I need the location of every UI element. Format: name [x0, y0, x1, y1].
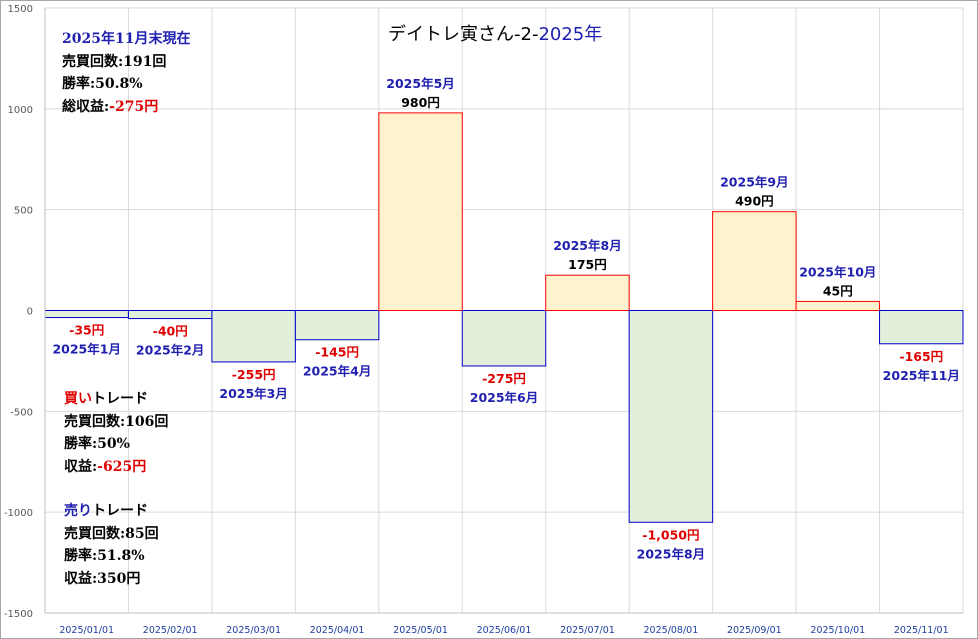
bar-month-label: 2025年5月: [386, 76, 455, 91]
buy-head: 買いトレード: [64, 391, 148, 407]
bar: [378, 112, 463, 311]
x-tick-label: 2025/10/01: [810, 625, 865, 636]
bar: [211, 310, 296, 363]
x-tick-label: 2025/02/01: [143, 625, 198, 636]
sell-trades: 売買回数:85回: [64, 525, 159, 542]
bar-month-label: 2025年6月: [470, 390, 539, 405]
x-tick-label: 2025/01/01: [59, 625, 114, 636]
bar: [545, 274, 630, 312]
bar-value-label: -35円: [69, 323, 104, 338]
chart-title-year: 2025年: [538, 24, 603, 45]
buy-trades: 売買回数:106回: [64, 413, 169, 430]
sell-box: 売りトレード 売買回数:85回 勝率:51.8% 収益:350円: [64, 500, 159, 590]
buy-profit: 収益:-625円: [64, 458, 147, 475]
bar-value-label: -165円: [899, 349, 943, 364]
bar-value-label: 45円: [823, 283, 853, 298]
bar: [461, 310, 547, 367]
bar-month-label: 2025年10月: [799, 264, 876, 279]
bars: [44, 112, 964, 523]
x-tick-label: 2025/07/01: [560, 625, 615, 636]
x-axis: 2025/01/01 2025/02/01 2025/03/01 2025/04/01…: [45, 612, 963, 636]
buy-box: 買いトレード 売買回数:106回 勝率:50% 収益:-625円: [64, 388, 168, 478]
x-tick-label: 2025/06/01: [477, 625, 532, 636]
buy-winrate: 勝率:50%: [64, 436, 130, 452]
summary-box: 2025年11月末現在 売買回数:191回 勝率:50.8% 総収益:-275円: [62, 28, 190, 118]
x-tick-label: 2025/11/01: [894, 625, 949, 636]
y-tick-label: 1000: [8, 105, 33, 116]
x-tick-label: 2025/03/01: [226, 625, 281, 636]
y-axis: 1500 1000 500 0 -500 -1000 -1500: [4, 4, 46, 620]
x-tick-label: 2025/04/01: [310, 625, 365, 636]
x-tick-label: 2025/05/01: [393, 625, 448, 636]
chart-title: デイトレ寅さん-2-2025年: [388, 20, 602, 46]
bar: [294, 310, 380, 341]
bar-value-label: 980円: [401, 95, 440, 110]
bar: [628, 310, 714, 523]
bar-month-label: 2025年1月: [52, 342, 121, 357]
y-tick-label: 1500: [8, 4, 33, 15]
bar-value-label: 490円: [735, 194, 774, 209]
bar-value-label: 175円: [568, 257, 607, 272]
x-tick-label: 2025/08/01: [644, 625, 699, 636]
y-tick-label: -1000: [4, 508, 33, 519]
chart-title-main: デイトレ寅さん-2-: [388, 24, 539, 45]
sell-head: 売りトレード: [64, 503, 148, 519]
summary-total: 総収益:-275円: [62, 98, 159, 115]
bar-value-label: -40円: [153, 324, 188, 339]
y-tick-label: -500: [10, 407, 33, 418]
summary-trades: 売買回数:191回: [62, 53, 167, 70]
bar-value-label: -275円: [482, 371, 526, 386]
sell-profit: 収益:350円: [64, 570, 141, 587]
bar-month-label: 2025年4月: [303, 364, 372, 379]
bar-month-label: 2025年8月: [637, 546, 706, 561]
summary-asof: 2025年11月末現在: [62, 31, 191, 47]
y-tick-label: 500: [14, 206, 33, 217]
bar: [44, 310, 129, 319]
bar-month-label: 2025年9月: [720, 175, 789, 190]
bar-value-label: -1,050円: [642, 527, 699, 542]
bar-value-label: -255円: [232, 367, 276, 382]
summary-winrate: 勝率:50.8%: [62, 76, 143, 92]
bar-value-label: -145円: [315, 345, 359, 360]
bar: [879, 310, 964, 345]
x-tick-label: 2025/09/01: [727, 625, 782, 636]
bar: [795, 300, 881, 311]
y-tick-label: -1500: [4, 609, 33, 620]
bar-month-label: 2025年8月: [553, 238, 622, 253]
bar-month-label: 2025年11月: [883, 368, 960, 383]
data-labels: -35円 2025年1月 -40円 2025年2月 -255円 2025年3月 -145円 2…: [52, 76, 959, 561]
y-tick-label: 0: [27, 307, 33, 318]
bar-month-label: 2025年2月: [136, 343, 205, 358]
bar: [712, 211, 797, 311]
bar: [127, 310, 213, 320]
bar-month-label: 2025年3月: [219, 386, 288, 401]
sell-winrate: 勝率:51.8%: [64, 548, 145, 564]
